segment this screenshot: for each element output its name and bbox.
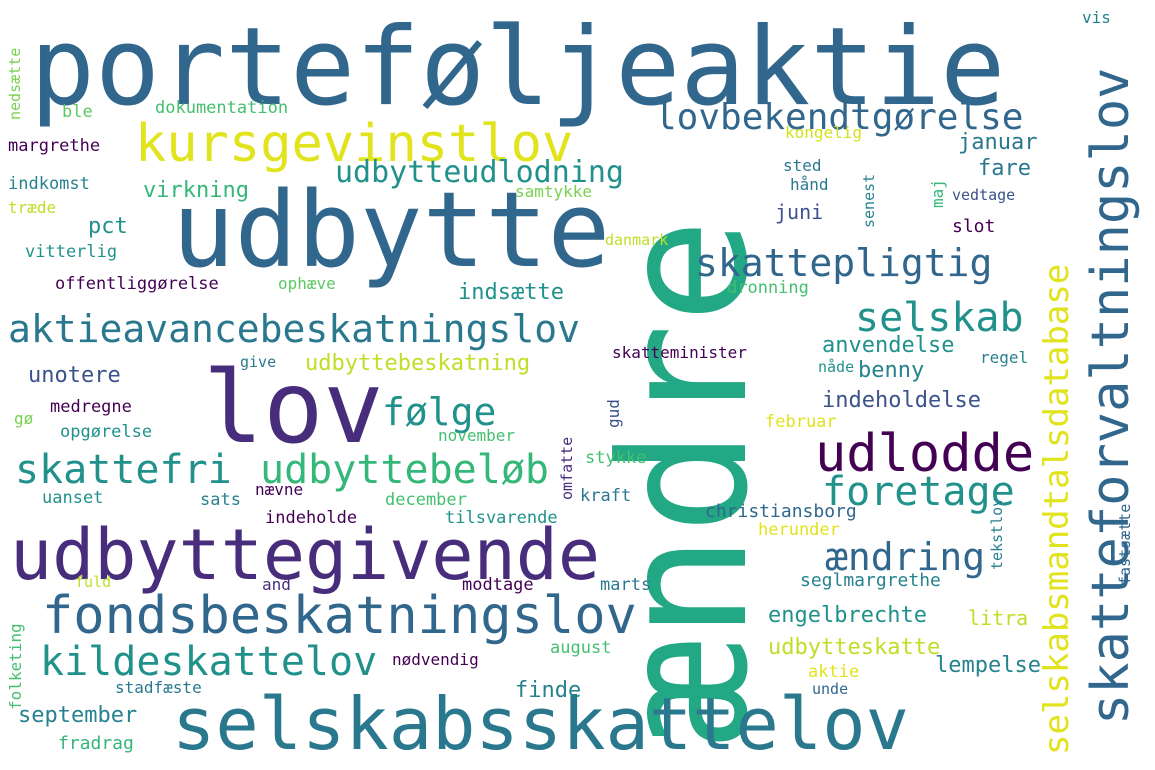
word-andring: ændring [825, 535, 986, 579]
word-margrethe: margrethe [8, 136, 101, 156]
word-unotere: unotere [28, 363, 121, 388]
word-stadfaste: stadfæste [115, 678, 202, 697]
word-lovbekendtgorelse: lovbekendtgørelse [655, 97, 1024, 138]
word-fastsatte: fastsætte [1116, 503, 1134, 585]
word-februar: februar [765, 412, 837, 432]
word-hand: hånd [790, 175, 829, 194]
word-juni: juni [775, 200, 824, 224]
word-navne: nævne [255, 480, 304, 499]
word-trade: træde [8, 198, 57, 217]
word-skatteforvaltningslov: skatteforvaltningslov [1081, 67, 1141, 725]
word-nade: nåde [818, 358, 855, 376]
word-tilsvarende: tilsvarende [445, 508, 558, 528]
word-and: and [262, 575, 291, 594]
word-maj: maj [928, 179, 947, 208]
word-tekstlov: tekstlov [988, 497, 1006, 570]
word-lov: lov [203, 349, 384, 466]
word-opgorelse: opgørelse [60, 422, 153, 442]
word-uanset: uanset [42, 488, 104, 508]
word-vis: vis [1082, 8, 1111, 27]
word-aktie: aktie [808, 662, 860, 682]
word-nodvendig: nødvendig [392, 650, 479, 669]
word-give: give [240, 353, 277, 371]
word-dronning: dronning [727, 278, 809, 298]
word-regel: regel [980, 348, 1029, 367]
word-unde: unde [812, 680, 849, 698]
word-kursgevinstlov: kursgevinstlov [135, 114, 574, 174]
word-indeholde: indeholde [265, 508, 358, 528]
word-omfatte: omfatte [558, 436, 576, 500]
word-januar: januar [958, 130, 1038, 155]
word-samtykke: samtykke [515, 182, 593, 201]
word-fondsbeskatningslov: fondsbeskatningslov [42, 586, 637, 646]
word-slot: slot [952, 216, 996, 237]
word-indeholdelse: indeholdelse [822, 388, 981, 413]
word-sats: sats [200, 490, 241, 510]
word-medregne: medregne [50, 397, 132, 417]
word-skatteminister: skatteminister [612, 343, 747, 362]
word-portefoljeaktie: porteføljeaktie [30, 5, 1006, 130]
word-modtage: modtage [462, 575, 534, 595]
word-seglmargrethe: seglmargrethe [800, 570, 941, 591]
word-indkomst: indkomst [8, 174, 90, 194]
word-engelbrechte: engelbrechte [768, 603, 927, 628]
word-lempelse: lempelse [935, 653, 1041, 678]
word-offentliggorelse: offentliggørelse [55, 274, 219, 294]
word-fuld: fuld [75, 573, 112, 591]
word-herunder: herunder [758, 520, 840, 540]
word-sted: sted [783, 156, 822, 175]
word-anvendelse: anvendelse [822, 333, 955, 358]
word-indsatte: indsætte [458, 280, 564, 305]
word-foretage: foretage [822, 469, 1015, 515]
word-udbyttebeskatning: udbyttebeskatning [305, 351, 531, 376]
word-udbytteskatte: udbytteskatte [768, 635, 941, 660]
word-litra: litra [968, 606, 1029, 630]
word-udbyttegivende: udbyttegivende [10, 514, 601, 596]
word-senest: senest [860, 173, 878, 228]
word-dokumentation: dokumentation [155, 98, 289, 118]
word-marts: marts [600, 575, 652, 595]
word-kildeskattelov: kildeskattelov [40, 639, 378, 685]
word-virkning: virkning [143, 178, 249, 203]
word-stykke: stykke [585, 448, 647, 468]
word-kraft: kraft [580, 486, 632, 506]
word-selskabsskattelov: selskabsskattelov [172, 682, 909, 766]
word-nedsatte: nedsætte [6, 47, 24, 120]
word-gud: gud [604, 399, 623, 428]
word-folge: følge [382, 390, 497, 434]
word-selskab: selskab [855, 295, 1024, 341]
word-christiansborg: christiansborg [705, 501, 857, 522]
word-august: august [550, 638, 612, 658]
word-udbytteudlodning: udbytteudlodning [335, 155, 624, 190]
word-finde: finde [515, 678, 582, 703]
word-skattefri: skattefri [15, 447, 232, 493]
word-ophave: ophæve [278, 274, 336, 293]
word-fare: fare [978, 156, 1031, 181]
word-udlodde: udlodde [815, 424, 1035, 484]
word-go: gø [14, 409, 34, 428]
word-folketing: folketing [6, 623, 25, 710]
word-danmark: danmark [605, 231, 669, 249]
word-kongelig: kongelig [785, 123, 863, 142]
word-fradrag: fradrag [58, 733, 134, 754]
word-vitterlig: vitterlig [25, 242, 118, 262]
word-skattepligtig: skattepligtig [695, 241, 993, 285]
word-udbytte: udbytte [172, 169, 611, 291]
word-aktieavancebeskatningslov: aktieavancebeskatningslov [8, 307, 580, 351]
word-september: september [18, 703, 138, 728]
word-december: december [385, 490, 467, 510]
word-benny: benny [858, 358, 925, 383]
word-ble: ble [62, 102, 93, 122]
word-november: november [438, 426, 516, 445]
word-vedtage: vedtage [952, 186, 1016, 204]
word-pct: pct [88, 214, 128, 239]
word-udbyttebelob: udbyttebeløb [260, 447, 549, 493]
word-selskabsmandtalsdatabase: selskabsmandtalsdatabase [1037, 263, 1077, 755]
